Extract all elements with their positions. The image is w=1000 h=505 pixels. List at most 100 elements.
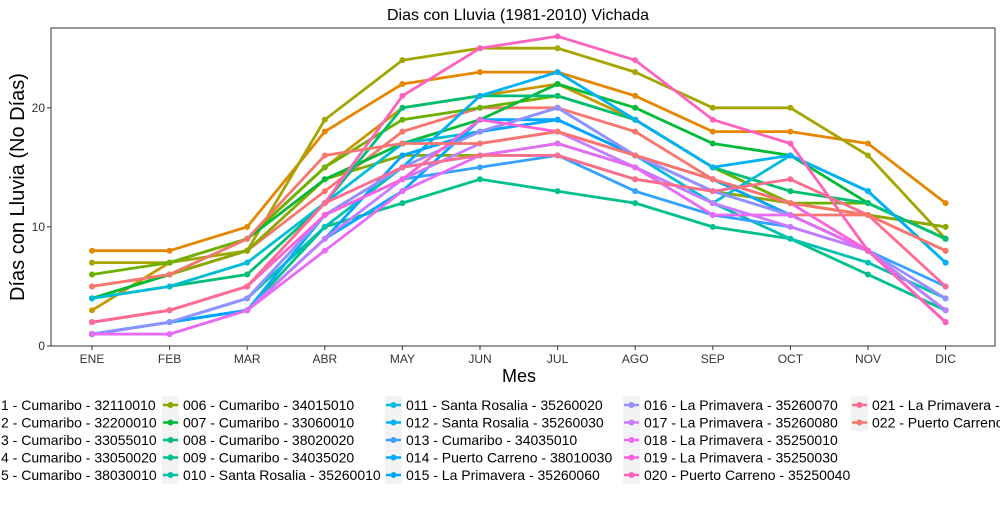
- x-tick-label: FEB: [158, 352, 181, 366]
- data-point: [477, 45, 483, 52]
- series-lines: [90, 34, 947, 336]
- data-point: [321, 176, 328, 183]
- y-axis: 0 10 20: [32, 101, 51, 353]
- data-point: [89, 259, 95, 266]
- data-point: [166, 247, 173, 254]
- data-point: [787, 223, 794, 230]
- data-point: [166, 271, 173, 278]
- data-point: [89, 247, 95, 254]
- legend-item: 011 - Santa Rosalia - 35260020: [385, 396, 603, 414]
- legend-item: 020 - Puerto Carreno - 35250040: [623, 466, 850, 484]
- data-point: [321, 223, 328, 230]
- data-point: [787, 104, 794, 111]
- legend-item: 007 - Cumaribo - 33060010: [162, 414, 354, 431]
- legend-item: 012 - Santa Rosalia - 35260030: [385, 414, 604, 431]
- legend-item: 010 - Santa Rosalia - 35260010: [162, 466, 381, 484]
- data-point: [321, 128, 328, 135]
- legend-key-point: [167, 472, 174, 478]
- y-tick-label: 10: [32, 220, 46, 234]
- legend-key-point: [628, 454, 635, 461]
- data-point: [554, 104, 561, 111]
- legend-item: 015 - La Primavera - 35260060: [385, 466, 600, 484]
- data-point: [477, 92, 483, 99]
- data-point: [554, 45, 561, 52]
- data-point: [477, 176, 483, 183]
- legend-item: 009 - Cumaribo - 34035020: [162, 449, 354, 466]
- data-point: [554, 116, 561, 123]
- series-line: [90, 130, 947, 288]
- data-point: [89, 271, 95, 278]
- data-point: [632, 116, 639, 123]
- legend-key-point: [390, 419, 397, 426]
- data-point: [89, 307, 95, 314]
- data-point: [166, 331, 173, 338]
- legend-key-point: [856, 419, 863, 426]
- legend-label: 013 - Cumaribo - 34035010: [406, 432, 577, 448]
- legend-key-point: [167, 402, 174, 408]
- data-point: [632, 164, 639, 171]
- data-point: [166, 283, 173, 290]
- data-point: [865, 211, 871, 218]
- data-point: [89, 319, 95, 326]
- data-point: [477, 128, 483, 135]
- data-point: [865, 247, 871, 254]
- data-point: [942, 200, 949, 207]
- data-point: [321, 211, 328, 218]
- legend-label: 012 - Santa Rosalia - 35260030: [406, 415, 604, 431]
- data-point: [554, 140, 561, 147]
- data-point: [942, 259, 949, 266]
- legend-key-point: [856, 402, 863, 408]
- data-point: [321, 200, 328, 207]
- data-point: [399, 92, 406, 99]
- data-point: [321, 247, 328, 254]
- data-point: [399, 140, 406, 147]
- data-point: [554, 33, 561, 40]
- legend-label: 009 - Cumaribo - 34035020: [183, 450, 354, 466]
- x-tick-label: ABR: [312, 352, 337, 366]
- x-tick-label: OCT: [778, 352, 804, 366]
- legend-item: 2 - Cumaribo - 32200010: [1, 415, 157, 431]
- data-point: [865, 200, 871, 207]
- legend-key-point: [390, 402, 397, 408]
- data-point: [554, 92, 561, 99]
- data-point: [244, 259, 251, 266]
- x-tick-label: ENE: [80, 352, 105, 366]
- data-point: [865, 188, 871, 195]
- legend-label: 008 - Cumaribo - 38020020: [183, 432, 354, 448]
- data-point: [865, 140, 871, 147]
- data-point: [632, 188, 639, 195]
- data-point: [942, 283, 949, 290]
- data-point: [477, 69, 483, 76]
- x-tick-label: MAY: [390, 352, 415, 366]
- data-point: [321, 152, 328, 159]
- x-tick-label: SEP: [701, 352, 725, 366]
- legend-key-point: [390, 437, 397, 443]
- data-point: [632, 57, 639, 64]
- legend-item: 019 - La Primavera - 35250030: [623, 449, 838, 466]
- data-point: [787, 235, 794, 242]
- legend-label: 019 - La Primavera - 35250030: [644, 450, 838, 466]
- legend-label: 016 - La Primavera - 35260070: [644, 397, 838, 413]
- data-point: [166, 319, 173, 326]
- data-point: [942, 319, 949, 326]
- data-point: [865, 152, 871, 159]
- data-point: [477, 152, 483, 159]
- series-line: [90, 46, 947, 265]
- data-point: [399, 176, 406, 183]
- data-point: [787, 128, 794, 135]
- x-tick-label: DIC: [935, 352, 956, 366]
- data-point: [399, 104, 406, 111]
- data-point: [321, 235, 328, 242]
- data-point: [477, 104, 483, 111]
- data-point: [244, 223, 251, 230]
- data-point: [89, 295, 95, 302]
- legend-item: 006 - Cumaribo - 34015010: [162, 396, 354, 414]
- data-point: [89, 331, 95, 338]
- legend-item: 5 - Cumaribo - 38030010: [1, 467, 157, 483]
- data-point: [244, 307, 251, 314]
- data-point: [632, 69, 639, 76]
- data-point: [709, 223, 716, 230]
- legend-item: 014 - Puerto Carreno - 38010030: [385, 449, 612, 466]
- data-point: [477, 140, 483, 147]
- x-tick-label: JUN: [468, 352, 491, 366]
